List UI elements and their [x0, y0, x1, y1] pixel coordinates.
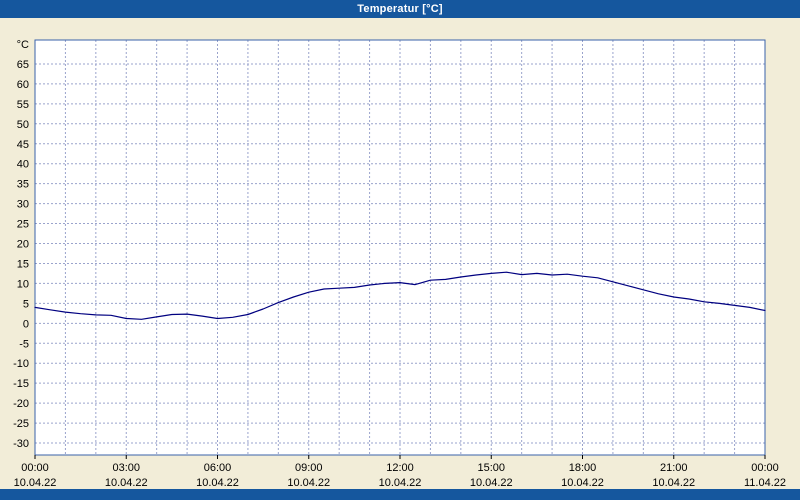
x-tick-date-label: 10.04.22	[105, 477, 148, 489]
y-tick-label: 30	[17, 199, 29, 211]
x-tick-time-label: 18:00	[569, 462, 597, 474]
x-tick-time-label: 12:00	[386, 462, 414, 474]
x-tick-time-label: 21:00	[660, 462, 688, 474]
y-tick-label: -25	[13, 418, 29, 430]
x-tick-date-label: 10.04.22	[379, 477, 422, 489]
y-tick-label: 55	[17, 99, 29, 111]
temperature-line	[34, 271, 766, 320]
y-tick-label: 35	[17, 179, 29, 191]
bottom-bar	[0, 489, 800, 500]
x-tick-time-label: 00:00	[21, 462, 49, 474]
x-tick-time-label: 06:00	[204, 462, 232, 474]
x-tick-date-label: 10.04.22	[652, 477, 695, 489]
y-tick-label: 10	[17, 278, 29, 290]
x-tick-date-label: 10.04.22	[196, 477, 239, 489]
y-tick-label: 65	[17, 59, 29, 71]
y-tick-label: -15	[13, 378, 29, 390]
y-axis-unit-label: °C	[17, 39, 29, 51]
y-tick-label: 60	[17, 79, 29, 91]
x-tick-time-label: 00:00	[751, 462, 779, 474]
x-tick-date-label: 10.04.22	[561, 477, 604, 489]
y-tick-label: -10	[13, 358, 29, 370]
x-tick-date-label: 10.04.22	[470, 477, 513, 489]
x-tick-time-label: 15:00	[477, 462, 505, 474]
x-tick-time-label: 09:00	[295, 462, 323, 474]
x-tick-date-label: 11.04.22	[744, 477, 786, 489]
y-tick-label: -30	[13, 438, 29, 450]
y-tick-label: 40	[17, 159, 29, 171]
y-tick-label: 20	[17, 239, 29, 251]
y-tick-label: -5	[19, 338, 29, 350]
y-tick-label: 50	[17, 119, 29, 131]
y-tick-label: 0	[23, 318, 29, 330]
x-tick-date-label: 10.04.22	[287, 477, 330, 489]
y-tick-label: 15	[17, 258, 29, 270]
chart-title-bar: Temperatur [°C]	[0, 0, 800, 18]
y-tick-label: 45	[17, 139, 29, 151]
x-tick-time-label: 03:00	[112, 462, 140, 474]
y-tick-label: 5	[23, 298, 29, 310]
y-tick-label: -20	[13, 398, 29, 410]
chart-title: Temperatur [°C]	[357, 3, 443, 15]
y-tick-label: 25	[17, 219, 29, 231]
temperature-chart: °C65605550454035302520151050-5-10-15-20-…	[13, 39, 786, 489]
x-tick-date-label: 10.04.22	[14, 477, 57, 489]
